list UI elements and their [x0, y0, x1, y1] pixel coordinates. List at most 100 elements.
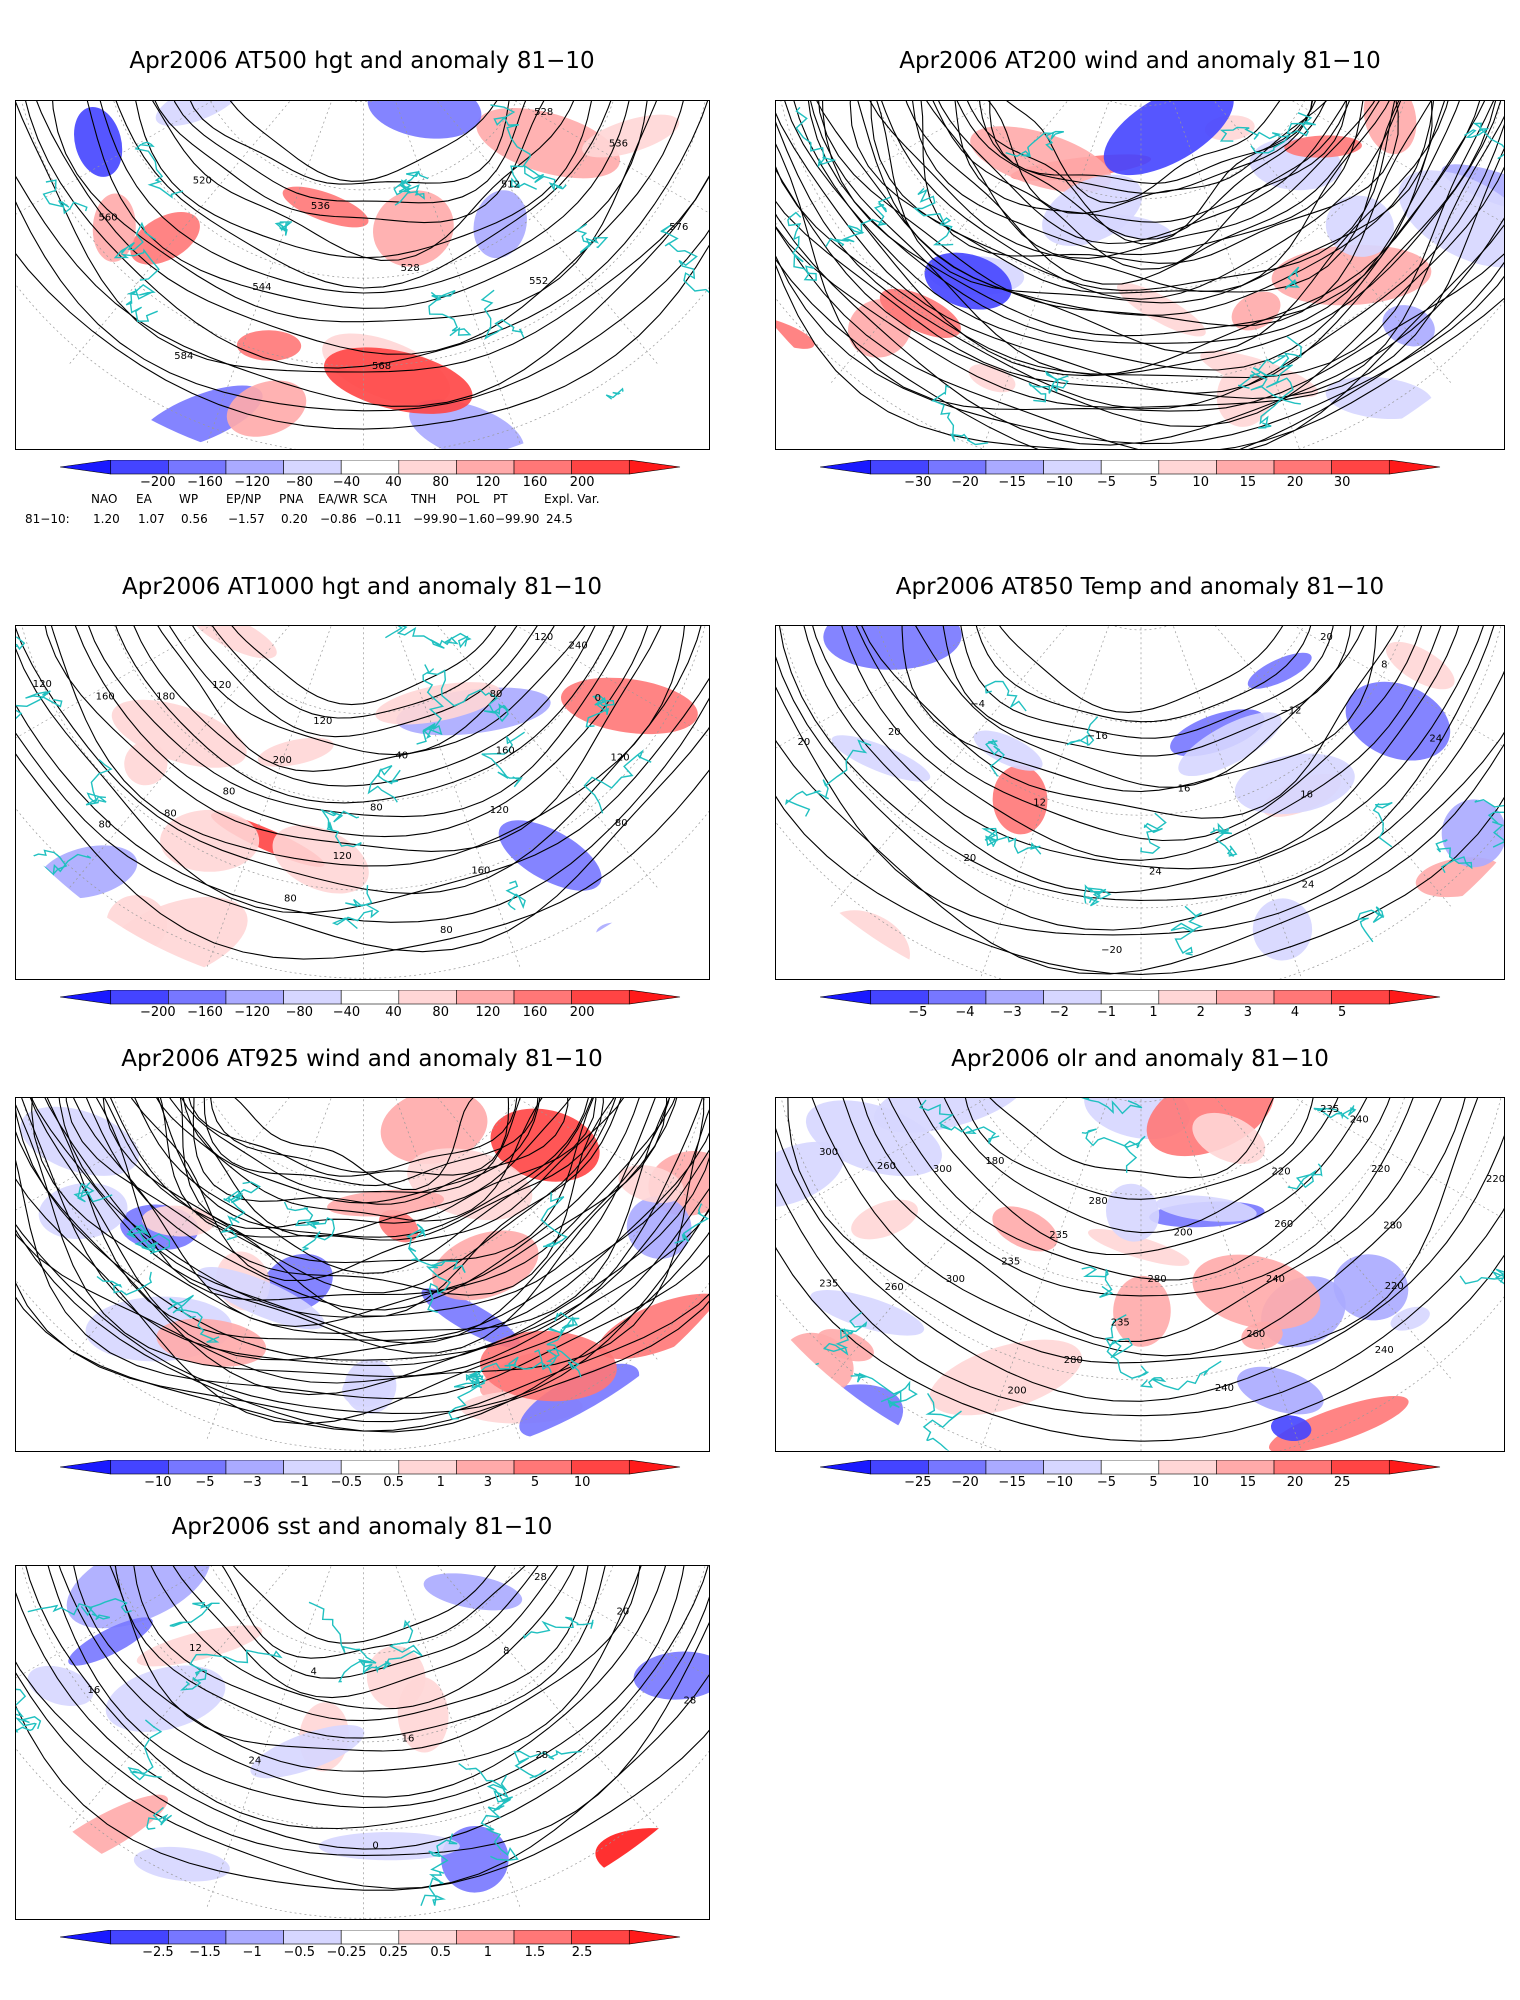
- colorbar-tick-label: −0.5: [330, 1475, 363, 1490]
- coastline: [365, 1619, 423, 1674]
- coastline: [795, 106, 837, 168]
- colorbar-tick-label: −120: [234, 1005, 270, 1020]
- map-canvas: 28 4 8 12 16 20 24 28 16 0 28: [16, 1566, 709, 1919]
- meridian-line: [942, 101, 1142, 449]
- colorbar-tick-label: −40: [332, 1005, 361, 1020]
- negative-anomaly-area: [633, 1651, 709, 1700]
- contour-label: 220: [1486, 1174, 1505, 1185]
- colorbar-extend-high: [1388, 990, 1441, 1005]
- meridian-line: [363, 101, 553, 449]
- contour-label: 160: [496, 745, 515, 756]
- negative-anomaly-area: [27, 1665, 94, 1707]
- meridian-line: [16, 101, 364, 436]
- contour-line: [830, 626, 1454, 861]
- streamline: [209, 1098, 518, 1173]
- coastline: [1250, 370, 1301, 405]
- negative-anomaly-area: [595, 922, 664, 961]
- contour-line: [966, 1098, 1308, 1179]
- colorbar: −10 −5 −3 −1 −0.5 0.5 1 3 5 10: [60, 1460, 720, 1500]
- tele-header: EA: [136, 492, 152, 506]
- streamline: [906, 101, 1371, 270]
- colorbar-tick-label: −0.25: [326, 1945, 367, 1960]
- colorbar-tick-label: 0.5: [430, 1945, 452, 1960]
- contour-label: 235: [819, 1278, 838, 1289]
- colorbar-extend-high: [628, 1930, 681, 1945]
- contour-line: [100, 101, 626, 289]
- streamline: [902, 101, 1399, 264]
- colorbar-tick-label: −2: [1049, 1005, 1069, 1020]
- panel-title: Apr2006 AT925 wind and anomaly 81−10: [121, 1046, 603, 1072]
- streamline: [776, 101, 1504, 412]
- contour-line: [145, 626, 574, 756]
- contour-label: 552: [529, 276, 548, 287]
- negative-anomaly-area: [1252, 898, 1313, 961]
- colorbar-swatch: [225, 990, 284, 1005]
- meridian-line: [16, 1098, 364, 1285]
- colorbar: −25 −20 −15 −10 −5 5 10 15 20 25: [820, 1460, 1480, 1500]
- negative-anomaly-area: [441, 1825, 509, 1893]
- colorbar-tick-label: −200: [140, 1005, 176, 1020]
- colorbar-tick-label: −40: [332, 475, 361, 490]
- coastline: [320, 808, 362, 848]
- colorbar-tick-label: 200: [569, 475, 595, 490]
- coastline: [27, 1602, 93, 1617]
- streamline: [16, 1098, 709, 1423]
- contour-line: [16, 1566, 709, 1891]
- coastline: [787, 211, 817, 281]
- contour-line: [154, 1566, 585, 1699]
- colorbar-swatch: [398, 990, 457, 1005]
- contour-label: 24: [248, 1756, 261, 1767]
- colorbar-tick-label: 120: [475, 1005, 501, 1020]
- negative-anomaly-area: [423, 1573, 523, 1611]
- contour-label: 40: [395, 750, 408, 761]
- contour-line: [871, 1098, 1403, 1281]
- streamline: [786, 101, 1504, 377]
- coastline: [850, 1372, 918, 1409]
- colorbar-tick-label: 200: [569, 1005, 595, 1020]
- coastline: [505, 880, 526, 911]
- negative-anomaly-area: [1390, 1306, 1430, 1331]
- positive-anomaly-area: [373, 190, 454, 267]
- colorbar-tick-label: 5: [1149, 475, 1158, 490]
- positive-anomaly-area: [1363, 101, 1417, 155]
- contour-label: 120: [611, 753, 630, 764]
- latitude-circle: [98, 101, 629, 279]
- contour-label: 280: [1148, 1274, 1167, 1285]
- colorbar: −200 −160 −120 −80 −40 40 80 120 160 200: [60, 460, 720, 500]
- contour-line: [16, 1566, 709, 1850]
- coastline: [1313, 1105, 1357, 1120]
- meridian-line: [1140, 626, 1504, 979]
- colorbar-tick-label: −30: [904, 475, 932, 490]
- positive-anomaly-area: [970, 126, 1112, 193]
- streamline: [856, 101, 1406, 293]
- colorbar-swatch: [456, 460, 515, 475]
- contour-label: 0: [372, 1840, 378, 1851]
- streamline: [922, 101, 1370, 245]
- contour-line: [204, 1566, 529, 1644]
- coastline: [1423, 910, 1499, 978]
- coastline: [931, 384, 989, 446]
- colorbar-tick-label: −1: [289, 1475, 309, 1490]
- latitude-circle: [98, 1098, 629, 1275]
- contour-line: [76, 101, 651, 309]
- colorbar-tick-label: 20: [1286, 1475, 1304, 1490]
- streamline: [778, 101, 1489, 371]
- positive-anomaly-area: [992, 1206, 1058, 1252]
- colorbar-swatch: [168, 1460, 227, 1475]
- positive-anomaly-area: [124, 741, 168, 786]
- negative-anomaly-area: [1178, 712, 1282, 777]
- meridian-line: [363, 1566, 553, 1919]
- coastline: [674, 1203, 709, 1244]
- coastline: [1237, 355, 1286, 389]
- streamline: [16, 1098, 709, 1367]
- meridian-line: [363, 1098, 709, 1285]
- coastline: [113, 221, 160, 281]
- panel-title: Apr2006 AT1000 hgt and anomaly 81−10: [122, 574, 602, 600]
- meridian-line: [1140, 1098, 1340, 1451]
- colorbar-tick-label: 5: [530, 1475, 540, 1490]
- contour-line: [903, 1098, 1386, 1256]
- coastline: [1464, 122, 1504, 160]
- positive-anomaly-area: [968, 364, 1016, 393]
- colorbar: −30 −20 −15 −10 −5 5 10 15 20 30: [820, 460, 1480, 500]
- streamline: [177, 1098, 569, 1205]
